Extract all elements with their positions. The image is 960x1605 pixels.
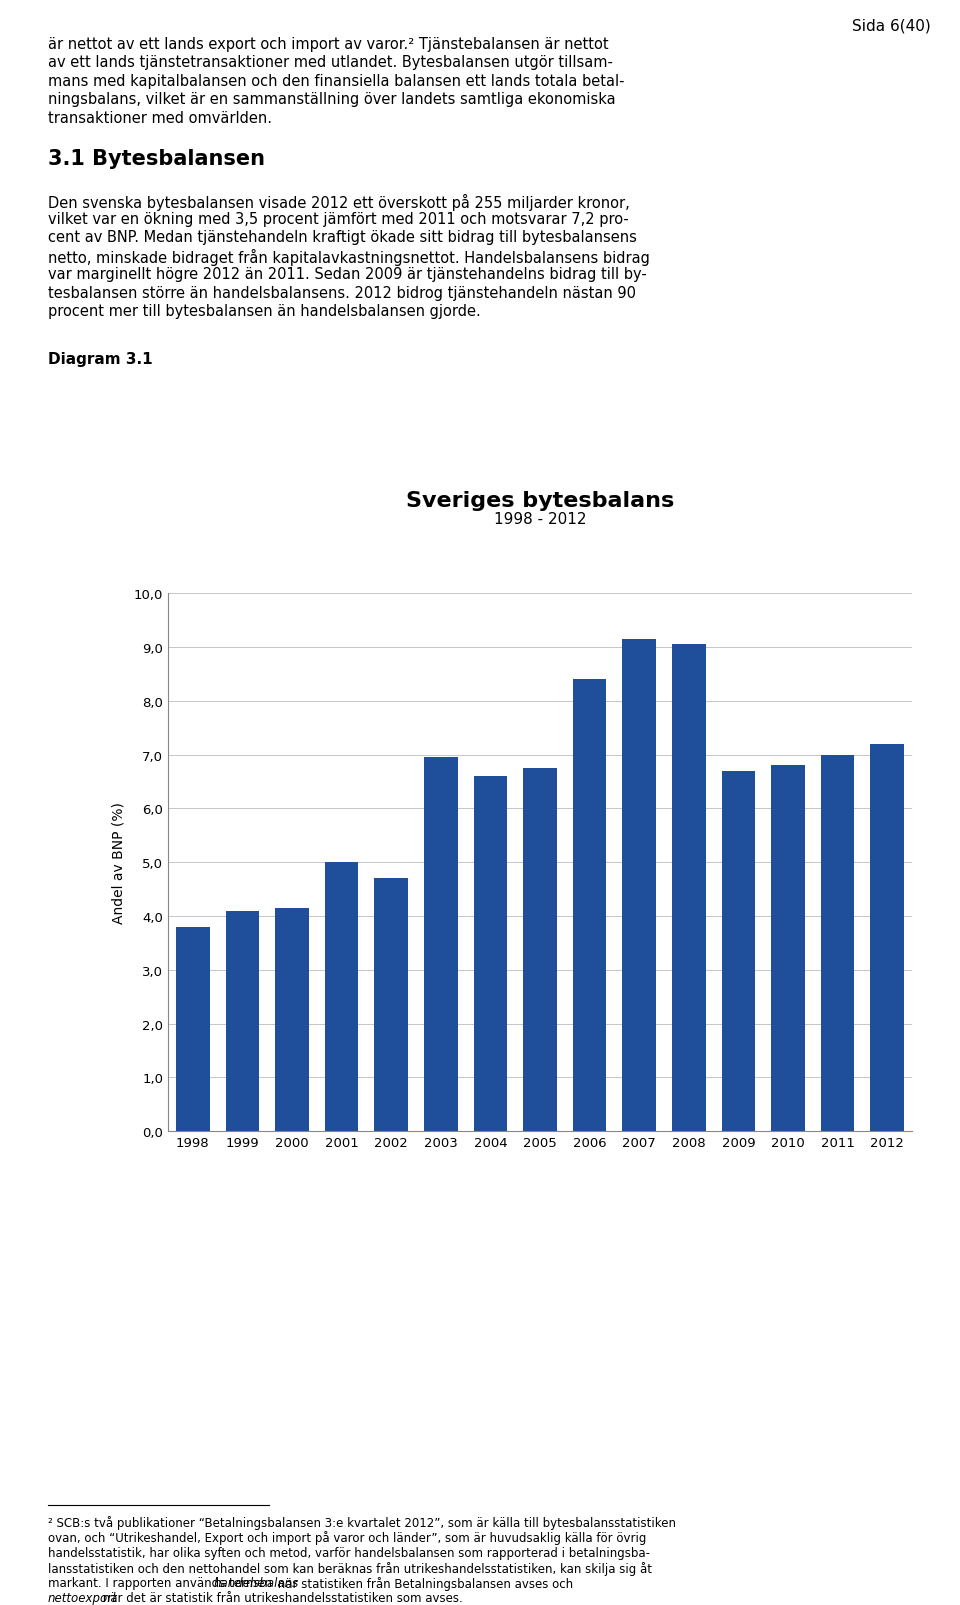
Text: ningsbalans, vilket är en sammanställning över landets samtliga ekonomiska: ningsbalans, vilket är en sammanställnin… xyxy=(48,91,615,108)
Bar xyxy=(276,908,309,1132)
Bar xyxy=(324,863,358,1132)
Text: Diagram 3.1: Diagram 3.1 xyxy=(48,351,153,366)
Bar xyxy=(424,758,458,1132)
Text: cent av BNP. Medan tjänstehandeln kraftigt ökade sitt bidrag till bytesbalansens: cent av BNP. Medan tjänstehandeln krafti… xyxy=(48,230,636,246)
Bar xyxy=(771,766,804,1132)
Text: Sveriges bytesbalans: Sveriges bytesbalans xyxy=(406,491,674,510)
Text: 3.1 Bytesbalansen: 3.1 Bytesbalansen xyxy=(48,149,265,169)
Text: när statistiken från Betalningsbalansen avses och: när statistiken från Betalningsbalansen … xyxy=(274,1576,573,1591)
Text: var marginellt högre 2012 än 2011. Sedan 2009 är tjänstehandelns bidrag till by-: var marginellt högre 2012 än 2011. Sedan… xyxy=(48,268,647,282)
Text: vilket var en ökning med 3,5 procent jämfört med 2011 och motsvarar 7,2 pro-: vilket var en ökning med 3,5 procent jäm… xyxy=(48,212,629,226)
Bar xyxy=(672,645,706,1132)
Text: lansstatistiken och den nettohandel som kan beräknas från utrikeshandelsstatisti: lansstatistiken och den nettohandel som … xyxy=(48,1560,652,1575)
Text: markant. I rapporten används termen: markant. I rapporten används termen xyxy=(48,1576,276,1589)
Text: är nettot av ett lands export och import av varor.² Tjänstebalansen är nettot: är nettot av ett lands export och import… xyxy=(48,37,609,51)
Bar xyxy=(374,880,408,1132)
Bar xyxy=(871,745,904,1132)
Text: transaktioner med omvärlden.: transaktioner med omvärlden. xyxy=(48,111,272,125)
Text: ² SCB:s två publikationer “Betalningsbalansen 3:e kvartalet 2012”, som är källa : ² SCB:s två publikationer “Betalningsbal… xyxy=(48,1515,676,1530)
Text: av ett lands tjänstetransaktioner med utlandet. Bytesbalansen utgör tillsam-: av ett lands tjänstetransaktioner med ut… xyxy=(48,55,612,71)
Text: ovan, och “Utrikeshandel, Export och import på varor och länder”, som är huvudsa: ovan, och “Utrikeshandel, Export och imp… xyxy=(48,1531,646,1544)
Text: handelsstatistik, har olika syften och metod, varför handelsbalansen som rapport: handelsstatistik, har olika syften och m… xyxy=(48,1546,650,1558)
Y-axis label: Andel av BNP (%): Andel av BNP (%) xyxy=(111,802,126,923)
Text: när det är statistik från utrikeshandelsstatistiken som avses.: när det är statistik från utrikeshandels… xyxy=(99,1592,463,1605)
Text: tesbalansen större än handelsbalansens. 2012 bidrog tjänstehandeln nästan 90: tesbalansen större än handelsbalansens. … xyxy=(48,286,636,300)
Text: 1998 - 2012: 1998 - 2012 xyxy=(493,512,587,526)
Bar xyxy=(473,777,507,1132)
Text: handelsbalans: handelsbalans xyxy=(214,1576,300,1589)
Bar xyxy=(821,754,854,1132)
Bar xyxy=(226,912,259,1132)
Bar xyxy=(722,772,756,1132)
Bar xyxy=(523,769,557,1132)
Bar xyxy=(573,681,607,1132)
Text: mans med kapitalbalansen och den finansiella balansen ett lands totala betal-: mans med kapitalbalansen och den finansi… xyxy=(48,74,625,88)
Text: netto, minskade bidraget från kapitalavkastningsnettot. Handelsbalansens bidrag: netto, minskade bidraget från kapitalavk… xyxy=(48,249,650,266)
Text: Den svenska bytesbalansen visade 2012 ett överskott på 255 miljarder kronor,: Den svenska bytesbalansen visade 2012 et… xyxy=(48,194,630,210)
Text: Sida 6(40): Sida 6(40) xyxy=(852,18,931,34)
Bar xyxy=(622,639,656,1132)
Text: procent mer till bytesbalansen än handelsbalansen gjorde.: procent mer till bytesbalansen än handel… xyxy=(48,305,481,319)
Text: nettoexport: nettoexport xyxy=(48,1592,118,1605)
Bar xyxy=(176,928,209,1132)
